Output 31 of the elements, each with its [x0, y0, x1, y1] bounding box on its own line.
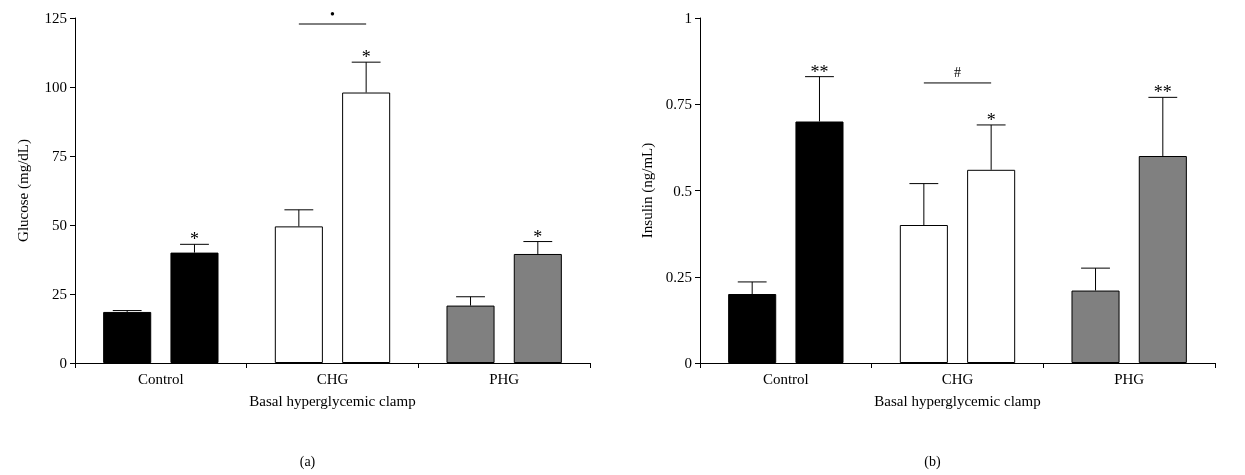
x-axis-title: Basal hyperglycemic clamp	[874, 392, 1041, 409]
y-tick-label: 125	[44, 10, 67, 26]
data-label: **	[1153, 82, 1172, 103]
x-tick-label: PHG	[489, 370, 520, 387]
y-tick-label: 50	[52, 217, 67, 233]
x-tick-label: CHG	[941, 370, 974, 387]
y-axis-title: Glucose (mg/dL)	[14, 139, 32, 242]
y-tick-label: 25	[52, 286, 67, 302]
y-tick-label: 1	[684, 10, 692, 26]
y-tick-label: 75	[52, 148, 67, 164]
data-label: *	[361, 47, 371, 68]
annotation: •	[330, 6, 336, 22]
y-tick-label: 0	[684, 355, 692, 371]
y-axis-title: Insulin (ng/mL)	[639, 142, 657, 239]
data-label: *	[986, 109, 996, 130]
y-tick-label: 0.5	[673, 182, 692, 199]
x-tick-label: CHG	[316, 370, 349, 387]
data-label: *	[189, 229, 199, 250]
x-tick-label: PHG	[1114, 370, 1145, 387]
y-tick-label: 0	[59, 355, 67, 371]
data-label: *	[533, 226, 543, 247]
y-tick-label: 100	[44, 79, 67, 95]
y-tick-label: 0.75	[665, 96, 692, 113]
y-tick-label: 0.25	[665, 268, 692, 285]
x-tick-label: Control	[137, 370, 184, 387]
text: (b)	[924, 453, 941, 470]
text: (a)	[299, 453, 316, 470]
x-tick-label: Control	[762, 370, 809, 387]
annotation: #	[954, 65, 961, 81]
x-axis-title: Basal hyperglycemic clamp	[249, 392, 416, 409]
data-label: **	[810, 61, 829, 82]
